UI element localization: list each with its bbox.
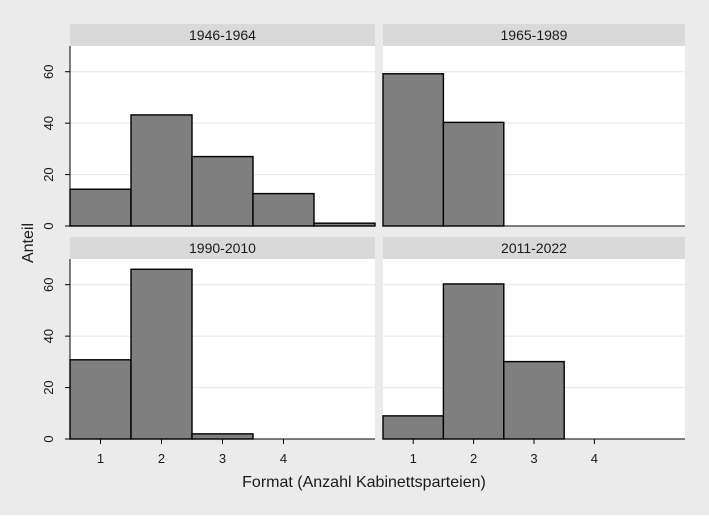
histogram-bar: [130, 114, 193, 227]
x-tick-label: 2: [470, 451, 477, 466]
x-tick-label: 1: [97, 451, 104, 466]
x-tick-label: 4: [280, 451, 287, 466]
panel-1990-2010: 1990-2010 0 20 40 60 1 2 3 4: [41, 237, 375, 466]
panel-title: 1990-2010: [189, 240, 256, 256]
y-tick-label: 20: [41, 380, 56, 394]
y-tick-label: 0: [41, 222, 56, 229]
x-tick-label: 3: [219, 451, 226, 466]
panel-strip: [70, 237, 375, 259]
histogram-bar: [69, 188, 132, 227]
histogram-bar: [503, 360, 565, 440]
histogram-bar: [252, 192, 315, 227]
histogram-bar: [69, 359, 132, 440]
panel-1965-1989: 1965-1989: [382, 24, 685, 227]
histogram-bar: [442, 283, 505, 440]
y-tick-label: 40: [41, 116, 56, 130]
panel-strip: [383, 237, 685, 259]
panel-strip: [70, 24, 375, 46]
y-tick-label: 60: [41, 64, 56, 78]
y-tick-label: 40: [41, 329, 56, 343]
panel-1946-1964: 1946-1964 0 20 40 60: [41, 24, 376, 230]
histogram-bar: [191, 155, 254, 227]
histogram-bar: [191, 433, 254, 440]
x-tick-label: 2: [158, 451, 165, 466]
x-tick-label: 3: [530, 451, 537, 466]
y-tick-label: 0: [41, 435, 56, 442]
x-tick-label: 4: [591, 451, 598, 466]
histogram-bar: [130, 268, 193, 440]
panel-title: 1965-1989: [501, 27, 568, 43]
histogram-bar: [382, 73, 445, 227]
histogram-bar: [382, 415, 445, 440]
panel-strip: [383, 24, 685, 46]
panel-title: 2011-2022: [501, 240, 567, 256]
x-axis-title: Format (Anzahl Kabinettsparteien): [242, 474, 486, 491]
x-tick-label: 1: [410, 451, 417, 466]
panel-title: 1946-1964: [189, 27, 256, 43]
y-axis-title: Anteil: [20, 223, 37, 263]
y-tick-label: 20: [41, 167, 56, 181]
panel-2011-2022: 2011-2022 1 2 3 4: [382, 237, 685, 466]
y-tick-label: 60: [41, 277, 56, 291]
histogram-bar: [442, 121, 505, 227]
